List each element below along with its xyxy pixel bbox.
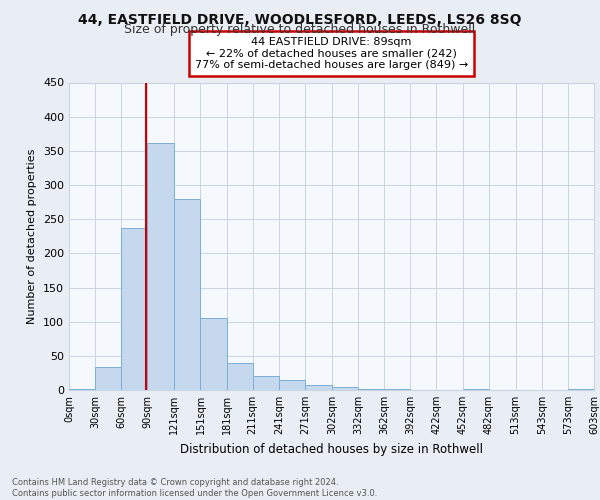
Text: Size of property relative to detached houses in Rothwell: Size of property relative to detached ho… [124, 22, 476, 36]
Bar [568, 388, 594, 390]
Bar [463, 388, 488, 390]
Bar [227, 362, 253, 390]
Y-axis label: Number of detached properties: Number of detached properties [28, 148, 37, 324]
Bar [69, 388, 95, 390]
Bar [305, 385, 332, 390]
Text: 44 EASTFIELD DRIVE: 89sqm
← 22% of detached houses are smaller (242)
77% of semi: 44 EASTFIELD DRIVE: 89sqm ← 22% of detac… [195, 37, 468, 70]
Bar [279, 380, 305, 390]
Bar [200, 318, 227, 390]
Bar [95, 367, 121, 390]
X-axis label: Distribution of detached houses by size in Rothwell: Distribution of detached houses by size … [180, 442, 483, 456]
Bar [121, 228, 148, 390]
Text: 44, EASTFIELD DRIVE, WOODLESFORD, LEEDS, LS26 8SQ: 44, EASTFIELD DRIVE, WOODLESFORD, LEEDS,… [78, 12, 522, 26]
Text: Contains HM Land Registry data © Crown copyright and database right 2024.
Contai: Contains HM Land Registry data © Crown c… [12, 478, 377, 498]
Bar [332, 386, 358, 390]
Bar [148, 144, 175, 390]
Bar [253, 376, 279, 390]
Bar [175, 198, 200, 390]
